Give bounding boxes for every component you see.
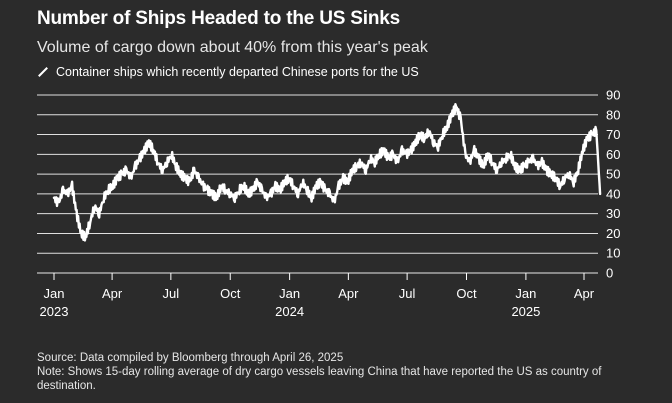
x-tick-label-9: Apr <box>574 286 595 301</box>
x-tick-label-0: Jan <box>44 286 65 301</box>
x-tick-label-3: Oct <box>220 286 241 301</box>
y-tick-label-70: 70 <box>606 127 620 142</box>
legend-label: Container ships which recently departed … <box>56 65 419 79</box>
x-tick-label-4: Jan <box>279 286 300 301</box>
y-tick-label-80: 80 <box>606 107 620 122</box>
series-line-0 <box>52 102 602 242</box>
source-note: Source: Data compiled by Bloomberg throu… <box>37 352 344 364</box>
x-tick-label-2: Jul <box>163 286 180 301</box>
y-tick-label-10: 10 <box>606 246 620 261</box>
x-tick-label-7: Oct <box>456 286 477 301</box>
chart-footer: Source: Data compiled by Bloomberg throu… <box>37 351 657 393</box>
y-tick-label-20: 20 <box>606 226 620 241</box>
x-tick-label-8: Jan <box>515 286 536 301</box>
x-tick-year-0: 2023 <box>40 304 69 319</box>
y-tick-label-90: 90 <box>606 88 620 103</box>
y-tick-label-50: 50 <box>606 167 620 182</box>
x-tick-label-5: Apr <box>338 286 359 301</box>
y-tick-label-30: 30 <box>606 206 620 221</box>
y-tick-label-0: 0 <box>606 266 613 281</box>
x-tick-label-6: Jul <box>399 286 416 301</box>
x-tick-year-8: 2025 <box>511 304 540 319</box>
x-tick-year-4: 2024 <box>275 304 304 319</box>
methodology-note: Note: Shows 15-day rolling average of dr… <box>37 366 602 392</box>
y-tick-label-40: 40 <box>606 186 620 201</box>
chart-legend: Container ships which recently departed … <box>37 65 419 79</box>
y-tick-label-60: 60 <box>606 147 620 162</box>
x-tick-label-1: Apr <box>102 286 123 301</box>
chart-title: Number of Ships Headed to the US Sinks <box>37 8 400 29</box>
chart-subtitle: Volume of cargo down about 40% from this… <box>37 39 428 56</box>
